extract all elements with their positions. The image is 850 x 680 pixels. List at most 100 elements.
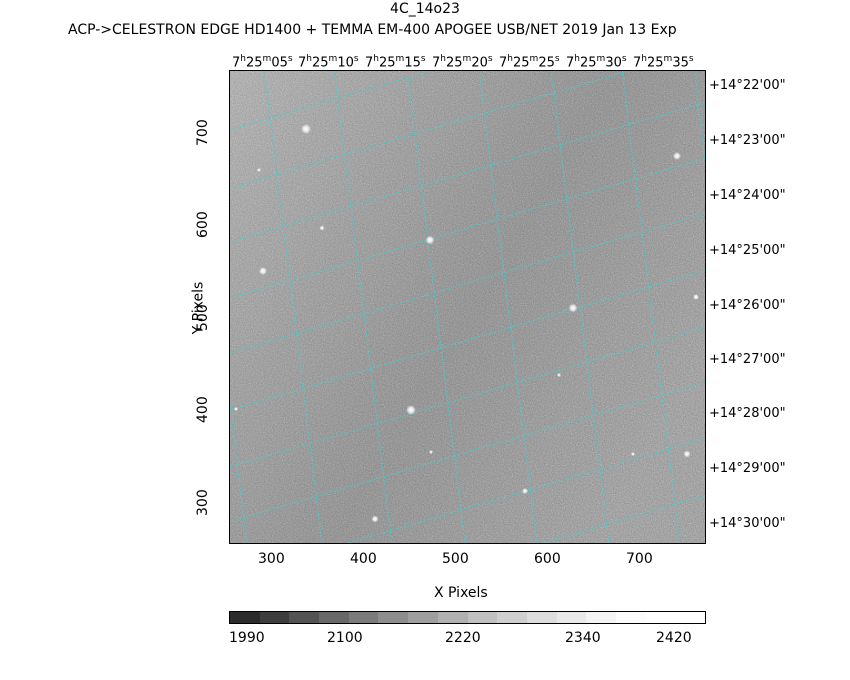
colorbar xyxy=(229,611,706,624)
dec-label: +14°30'00" xyxy=(709,516,786,531)
dec-grid-line xyxy=(228,326,707,468)
sky-image xyxy=(188,0,753,636)
ra-unit: h xyxy=(373,54,379,64)
ra-unit: s xyxy=(420,54,426,64)
colorbar-segment xyxy=(526,612,557,623)
ra-value: 25 xyxy=(246,55,263,71)
ra-value: 7 xyxy=(232,55,241,71)
dec-grid-line xyxy=(228,47,707,189)
y-tick-label: 700 xyxy=(195,119,211,146)
ra-value: 25 xyxy=(513,55,530,71)
star xyxy=(425,235,435,245)
ra-value: 05 xyxy=(271,55,288,71)
colorbar-segment xyxy=(319,612,349,623)
star xyxy=(683,450,691,458)
colorbar-segment xyxy=(378,612,409,623)
dec-label: +14°25'00" xyxy=(709,243,786,258)
colorbar-segment xyxy=(467,612,498,623)
colorbar-label: 2220 xyxy=(445,630,481,646)
x-tick-label: 300 xyxy=(258,551,285,567)
ra-value: 35 xyxy=(672,55,689,71)
star xyxy=(257,168,261,172)
dec-grid-line xyxy=(228,269,707,411)
ra-value: 25 xyxy=(647,55,664,71)
ra-unit: m xyxy=(395,54,405,64)
ra-value: 7 xyxy=(432,55,441,71)
star xyxy=(429,450,433,454)
ra-unit: s xyxy=(554,54,560,64)
ra-unit: h xyxy=(574,54,580,64)
y-axis-label: Y Pixels xyxy=(190,281,207,335)
star-field xyxy=(234,124,699,523)
ra-unit: s xyxy=(688,54,694,64)
ra-value: 25 xyxy=(379,55,396,71)
dec-grid-line xyxy=(228,101,707,243)
y-tick-label: 300 xyxy=(195,489,211,516)
ra-grid-line xyxy=(621,69,681,545)
ra-label: 7h25m20s xyxy=(432,51,493,71)
dec-label: +14°28'00" xyxy=(709,406,786,421)
ra-value: 7 xyxy=(566,55,575,71)
colorbar-label: 2340 xyxy=(565,630,601,646)
dec-grid-line xyxy=(228,437,707,579)
star xyxy=(568,303,578,313)
colorbar-segment xyxy=(408,612,438,623)
star xyxy=(371,515,379,523)
ra-grid-line xyxy=(333,69,393,545)
ra-value: 25 xyxy=(538,55,555,71)
ra-unit: s xyxy=(353,54,359,64)
colorbar-segment xyxy=(437,612,468,623)
colorbar-label: 2100 xyxy=(327,630,363,646)
colorbar-segment xyxy=(497,612,527,623)
ra-value: 15 xyxy=(404,55,421,71)
ra-value: 20 xyxy=(471,55,488,71)
ra-value: 7 xyxy=(365,55,374,71)
ra-value: 25 xyxy=(580,55,597,71)
star xyxy=(406,405,416,415)
x-axis-label: X Pixels xyxy=(434,585,488,601)
ra-value: 25 xyxy=(312,55,329,71)
dec-label: +14°29'00" xyxy=(709,461,786,476)
ra-value: 25 xyxy=(446,55,463,71)
image-title: 4C_14o23 xyxy=(390,1,460,17)
plot-frame xyxy=(229,70,706,544)
y-tick-label: 600 xyxy=(195,211,211,238)
ra-unit: s xyxy=(287,54,293,64)
ra-unit: h xyxy=(306,54,312,64)
star xyxy=(234,407,238,411)
star xyxy=(522,488,528,494)
star xyxy=(557,373,561,377)
ra-value: 7 xyxy=(298,55,307,71)
x-tick-label: 500 xyxy=(442,551,469,567)
colorbar-label: 1990 xyxy=(229,630,265,646)
colorbar-segment xyxy=(289,612,320,623)
dec-label: +14°26'00" xyxy=(709,298,786,313)
dec-label: +14°24'00" xyxy=(709,188,786,203)
ra-value: 30 xyxy=(605,55,622,71)
ra-unit: h xyxy=(507,54,513,64)
ra-grid-line xyxy=(478,69,538,545)
ra-unit: m xyxy=(462,54,472,64)
ra-label: 7h25m30s xyxy=(566,51,627,71)
dec-label: +14°22'00" xyxy=(709,78,786,93)
dec-grid-line xyxy=(228,381,707,523)
x-tick-label: 400 xyxy=(350,551,377,567)
ra-value: 7 xyxy=(499,55,508,71)
ra-unit: h xyxy=(240,54,246,64)
star xyxy=(319,225,325,231)
star xyxy=(693,294,699,300)
ra-unit: m xyxy=(328,54,338,64)
colorbar-segment xyxy=(615,612,646,623)
ra-unit: m xyxy=(262,54,272,64)
sky-image-plot[interactable] xyxy=(188,0,753,636)
ra-unit: s xyxy=(621,54,627,64)
ra-value: 7 xyxy=(633,55,642,71)
ra-label: 7h25m35s xyxy=(633,51,694,71)
colorbar-segment xyxy=(586,612,616,623)
ra-grid-line xyxy=(406,69,466,545)
colorbar-segment xyxy=(645,612,676,623)
colorbar-segment xyxy=(556,612,587,623)
colorbar-label: 2420 xyxy=(656,630,692,646)
dec-label: +14°27'00" xyxy=(709,352,786,367)
colorbar-segment xyxy=(259,612,290,623)
